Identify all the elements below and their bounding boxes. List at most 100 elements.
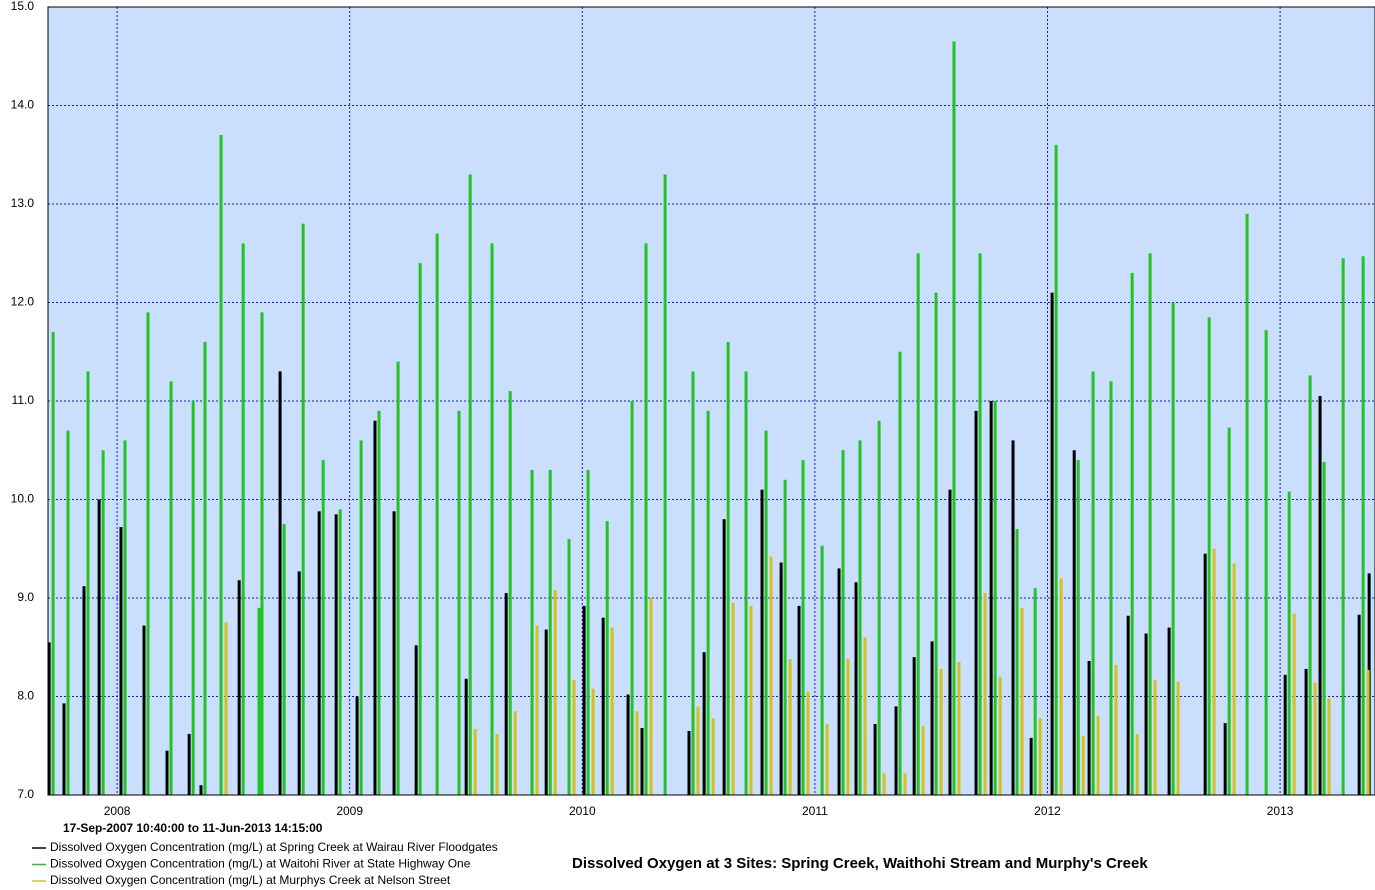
y-tick-label: 11.0 [12, 393, 35, 407]
bar [726, 341, 730, 795]
bar [553, 590, 557, 795]
bar [1223, 723, 1227, 795]
bar [882, 773, 886, 795]
bar [989, 401, 993, 795]
bar [978, 253, 982, 795]
bar [513, 711, 517, 795]
bar [278, 371, 282, 795]
bar [1245, 213, 1249, 796]
bar [640, 728, 644, 795]
bar [1148, 253, 1152, 795]
bar [948, 489, 952, 795]
x-tick-label: 2008 [104, 804, 131, 818]
bar [119, 527, 123, 795]
bar [779, 562, 783, 795]
bar [504, 593, 508, 795]
bar [749, 605, 753, 795]
x-tick-label: 2013 [1267, 804, 1294, 818]
bar [1126, 615, 1130, 795]
bar [1050, 292, 1054, 795]
bar [916, 253, 920, 795]
plot-area [47, 6, 1375, 796]
bar [952, 41, 956, 796]
bar [224, 622, 228, 795]
x-tick-label: 2009 [336, 804, 363, 818]
bar [544, 629, 548, 795]
bar [572, 679, 576, 795]
bar [165, 750, 169, 795]
bar [66, 430, 70, 795]
bar [610, 627, 614, 795]
bar [934, 292, 938, 795]
bar [974, 410, 978, 795]
bar [702, 652, 706, 795]
bar [1109, 381, 1113, 795]
bar [1087, 661, 1091, 795]
bar [601, 617, 605, 795]
bar [912, 657, 916, 795]
bar [241, 243, 245, 795]
bar [1313, 682, 1317, 795]
bar [457, 410, 461, 795]
y-tick-label: 7.0 [17, 787, 34, 801]
bar [744, 371, 748, 795]
bar [1091, 371, 1095, 795]
x-tick-label: 2011 [802, 804, 828, 818]
bar [863, 637, 867, 795]
period-label: 17-Sep-2007 10:40:00 to 11-Jun-2013 14:1… [63, 821, 323, 835]
bar [359, 440, 363, 795]
bar [187, 733, 191, 795]
bar [841, 450, 845, 795]
bar [468, 174, 472, 795]
bar [199, 785, 203, 795]
bar [691, 371, 695, 795]
bar [191, 401, 195, 795]
bar [1029, 737, 1033, 795]
bar [355, 696, 359, 795]
bar [649, 598, 653, 795]
bar [1144, 633, 1148, 795]
y-tick-label: 13.0 [11, 196, 35, 210]
bar [837, 568, 841, 795]
bar [62, 703, 66, 795]
bar [801, 460, 805, 795]
bar [1072, 450, 1076, 795]
bar [51, 332, 55, 795]
bar [983, 593, 987, 795]
legend-label: Dissolved Oxygen Concentration (mg/L) at… [50, 840, 498, 854]
bar [1135, 733, 1139, 795]
bar [1130, 272, 1134, 795]
bar [396, 361, 400, 795]
x-tick-label: 2012 [1034, 804, 1061, 818]
bar [806, 691, 810, 795]
bar [858, 440, 862, 795]
bar [1059, 578, 1063, 795]
bar [591, 688, 595, 795]
bar [377, 410, 381, 795]
bar [1020, 607, 1024, 795]
bar [706, 410, 710, 795]
bar [783, 479, 787, 795]
bar [435, 233, 439, 796]
bar [1015, 529, 1019, 795]
bar [930, 641, 934, 795]
bar [392, 511, 396, 795]
bar [711, 718, 715, 795]
bar [1167, 627, 1171, 795]
bar [825, 724, 829, 795]
bar [473, 729, 477, 795]
chart-title: Dissolved Oxygen at 3 Sites: Spring Cree… [572, 855, 1148, 872]
bar [998, 676, 1002, 795]
bar [1292, 613, 1296, 795]
y-tick-label: 12.0 [11, 295, 35, 309]
bar [464, 678, 468, 795]
y-tick-label: 15.0 [11, 0, 35, 13]
bar [1287, 491, 1291, 795]
bar [898, 351, 902, 795]
y-tick-label: 14.0 [11, 98, 35, 112]
bar [1076, 460, 1080, 795]
bar [1212, 548, 1216, 795]
bar [97, 499, 101, 795]
bar [1054, 144, 1058, 795]
